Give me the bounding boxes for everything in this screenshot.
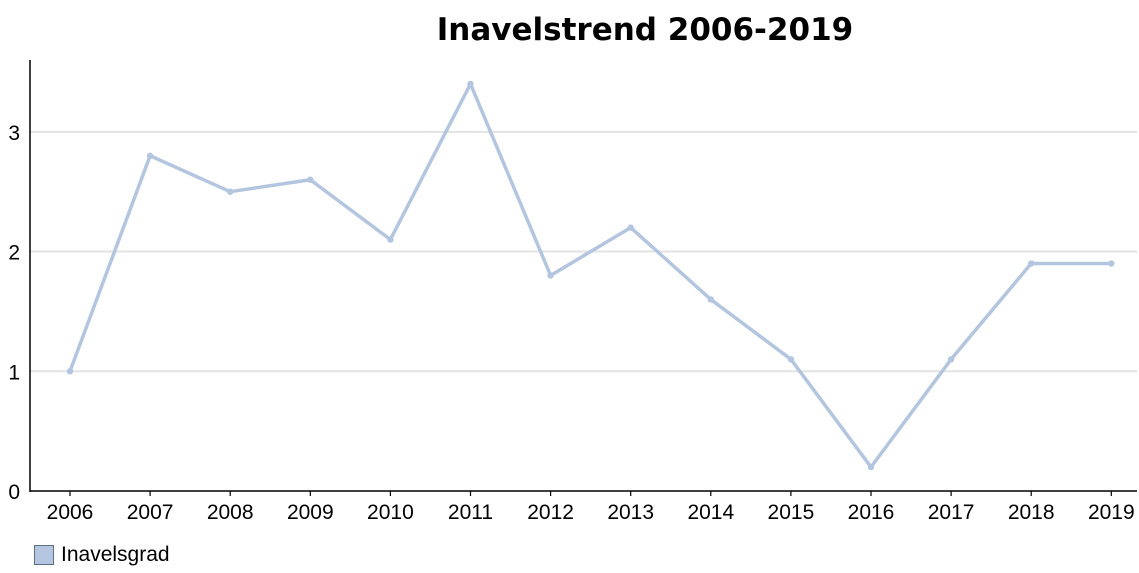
axes [29, 60, 1137, 496]
gridlines [30, 130, 1137, 373]
data-point-2019 [1108, 260, 1115, 267]
data-point-2017 [947, 356, 955, 363]
y-tick-label-2: 2 [8, 242, 20, 265]
x-tick-label-2015: 2015 [768, 501, 815, 524]
x-tick-label-2008: 2008 [207, 501, 254, 524]
data-point-2015 [787, 356, 795, 363]
data-point-2010 [387, 236, 394, 243]
x-tick-label-2006: 2006 [47, 501, 94, 524]
x-tick-label-2019: 2019 [1088, 501, 1135, 524]
data-point-2008 [227, 188, 234, 195]
y-tick-label-3: 3 [8, 122, 20, 145]
x-tick-label-2010: 2010 [367, 501, 414, 524]
x-tick-label-2013: 2013 [607, 501, 654, 524]
data-point-2006 [66, 368, 74, 375]
legend: Inavelsgrad [34, 543, 170, 567]
x-tick-label-2009: 2009 [287, 501, 334, 524]
series-inavelsgrad [66, 80, 1115, 471]
data-point-2011 [467, 80, 474, 88]
data-point-2007 [146, 152, 154, 159]
tick-labels: 0 1 2 3 2006 2007 2008 2009 2010 2011 2012 2013 2014… [8, 122, 1134, 524]
x-tick-label-2011: 2011 [448, 501, 493, 524]
x-tick-label-2014: 2014 [687, 501, 734, 524]
x-tick-label-2007: 2007 [127, 501, 174, 524]
x-tick-label-2018: 2018 [1008, 501, 1055, 524]
y-tick-label-1: 1 [8, 361, 20, 384]
chart-title: Inavelstrend 2006-2019 [436, 12, 854, 48]
data-point-2012 [547, 272, 554, 279]
y-tick-label-0: 0 [8, 481, 20, 504]
x-tick-label-2017: 2017 [928, 501, 975, 524]
x-tick-label-2016: 2016 [848, 501, 895, 524]
legend-label: Inavelsgrad [61, 543, 170, 566]
x-tick-label-2012: 2012 [527, 501, 574, 524]
data-point-2009 [307, 176, 314, 183]
legend-swatch [34, 545, 54, 565]
series-line-0 [68, 82, 1114, 469]
data-point-2013 [627, 224, 634, 231]
data-point-2016 [867, 463, 875, 471]
data-point-2014 [707, 296, 714, 303]
data-point-2018 [1028, 260, 1035, 267]
